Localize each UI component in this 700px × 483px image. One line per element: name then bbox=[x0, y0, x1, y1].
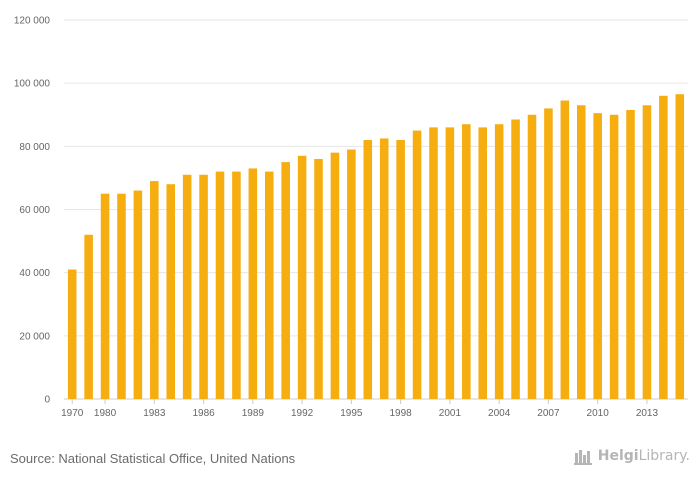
y-tick-label: 40 000 bbox=[19, 268, 50, 279]
bar-1998[interactable] bbox=[396, 140, 405, 399]
bar-2004[interactable] bbox=[494, 124, 504, 399]
bar-2010[interactable] bbox=[593, 113, 602, 399]
x-tick-label: 1983 bbox=[143, 408, 166, 419]
bar-2011[interactable] bbox=[609, 114, 619, 399]
bar-1997[interactable] bbox=[379, 138, 389, 399]
y-tick-label: 120 000 bbox=[14, 16, 51, 27]
y-tick-label: 60 000 bbox=[19, 205, 50, 216]
bar-2000[interactable] bbox=[429, 127, 438, 399]
bar-2015[interactable] bbox=[675, 94, 685, 400]
y-tick-label: 0 bbox=[44, 395, 50, 406]
bar-1991[interactable] bbox=[281, 162, 290, 399]
bar-1985[interactable] bbox=[182, 174, 192, 399]
bar-1995[interactable] bbox=[347, 149, 356, 399]
bar-1984[interactable] bbox=[166, 184, 176, 399]
bar-2012[interactable] bbox=[626, 110, 635, 399]
bar-2008[interactable] bbox=[560, 100, 570, 399]
x-tick-label: 2001 bbox=[439, 408, 462, 419]
bar-2002[interactable] bbox=[462, 124, 471, 399]
x-tick-label: 1980 bbox=[94, 408, 117, 419]
bar-1980[interactable] bbox=[100, 193, 110, 399]
bar-1989[interactable] bbox=[248, 168, 258, 399]
bar-2003[interactable] bbox=[478, 127, 488, 399]
bar-1993[interactable] bbox=[314, 158, 323, 399]
bar-2006[interactable] bbox=[527, 114, 537, 399]
bar-chart: 0 20 000 40 000 60 000 80 000 100 000 120 000 1… bbox=[14, 16, 688, 419]
bar-2005[interactable] bbox=[511, 119, 520, 400]
x-tick-label: 1995 bbox=[340, 408, 363, 419]
x-tick-label: 1989 bbox=[242, 408, 265, 419]
brand-suffix: Library. bbox=[638, 448, 690, 464]
bar-1983[interactable] bbox=[150, 181, 159, 399]
library-icon bbox=[573, 450, 592, 465]
bar-1996[interactable] bbox=[363, 140, 373, 399]
x-tick-label: 2010 bbox=[587, 408, 610, 419]
x-tick-label: 1970 bbox=[61, 408, 84, 419]
brand-logo[interactable]: Helgi Library. bbox=[573, 447, 690, 465]
bar-2007[interactable] bbox=[544, 108, 553, 399]
x-tick-label: 2007 bbox=[537, 408, 560, 419]
bar-1970[interactable] bbox=[67, 269, 77, 399]
bar-1994[interactable] bbox=[330, 152, 340, 399]
bar-1982[interactable] bbox=[133, 190, 143, 399]
bar-1986[interactable] bbox=[199, 174, 208, 399]
bar-1979[interactable] bbox=[84, 234, 93, 399]
y-tick-label: 20 000 bbox=[19, 331, 50, 342]
footer: Source: National Statistical Office, Uni… bbox=[0, 438, 700, 483]
bar-2014[interactable] bbox=[659, 95, 668, 400]
bar-1992[interactable] bbox=[297, 155, 307, 399]
brand-name: Helgi bbox=[597, 448, 639, 464]
y-tick-label: 80 000 bbox=[19, 142, 50, 153]
x-tick-label: 2004 bbox=[488, 408, 511, 419]
x-tick-label: 1992 bbox=[291, 408, 314, 419]
bar-1988[interactable] bbox=[232, 171, 241, 399]
source-note: Source: National Statistical Office, Uni… bbox=[10, 451, 296, 466]
bar-1981[interactable] bbox=[117, 193, 126, 399]
bar-2009[interactable] bbox=[576, 105, 586, 400]
bar-1990[interactable] bbox=[264, 171, 274, 399]
x-tick-label: 1998 bbox=[390, 408, 413, 419]
y-tick-label: 100 000 bbox=[14, 79, 51, 90]
x-tick-label: 1986 bbox=[192, 408, 215, 419]
bar-2001[interactable] bbox=[445, 127, 455, 399]
bar-1999[interactable] bbox=[412, 130, 422, 399]
x-tick-label: 2013 bbox=[636, 408, 659, 419]
bar-2013[interactable] bbox=[642, 105, 652, 400]
bar-1987[interactable] bbox=[215, 171, 225, 399]
